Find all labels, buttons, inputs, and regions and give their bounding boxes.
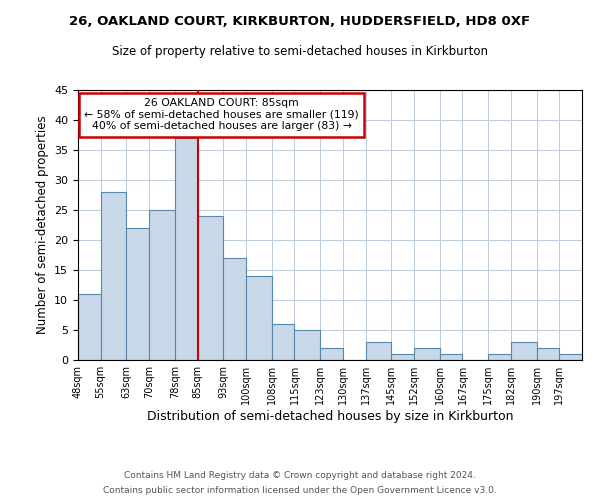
Bar xyxy=(175,138,197,360)
Text: 26 OAKLAND COURT: 85sqm
← 58% of semi-detached houses are smaller (119)
40% of s: 26 OAKLAND COURT: 85sqm ← 58% of semi-de… xyxy=(84,98,359,132)
Bar xyxy=(537,348,559,360)
Bar xyxy=(511,342,537,360)
Bar xyxy=(246,276,272,360)
Bar xyxy=(488,354,511,360)
Text: 26, OAKLAND COURT, KIRKBURTON, HUDDERSFIELD, HD8 0XF: 26, OAKLAND COURT, KIRKBURTON, HUDDERSFI… xyxy=(70,15,530,28)
Bar xyxy=(365,342,391,360)
Text: Contains HM Land Registry data © Crown copyright and database right 2024.: Contains HM Land Registry data © Crown c… xyxy=(124,471,476,480)
Text: Contains public sector information licensed under the Open Government Licence v3: Contains public sector information licen… xyxy=(103,486,497,495)
Bar xyxy=(101,192,127,360)
Bar xyxy=(149,210,175,360)
Bar xyxy=(440,354,463,360)
Bar xyxy=(197,216,223,360)
Bar xyxy=(414,348,440,360)
X-axis label: Distribution of semi-detached houses by size in Kirkburton: Distribution of semi-detached houses by … xyxy=(147,410,513,423)
Bar xyxy=(391,354,414,360)
Bar xyxy=(223,258,246,360)
Bar xyxy=(272,324,295,360)
Bar xyxy=(78,294,101,360)
Text: Size of property relative to semi-detached houses in Kirkburton: Size of property relative to semi-detach… xyxy=(112,45,488,58)
Y-axis label: Number of semi-detached properties: Number of semi-detached properties xyxy=(35,116,49,334)
Bar xyxy=(559,354,582,360)
Bar xyxy=(320,348,343,360)
Bar xyxy=(295,330,320,360)
Bar xyxy=(127,228,149,360)
